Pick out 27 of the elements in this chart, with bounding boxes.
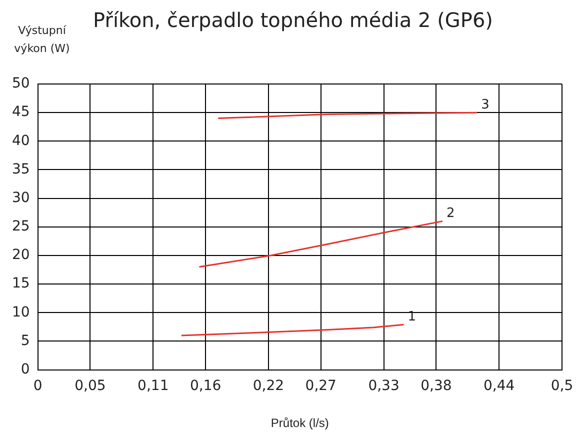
y-tick-label: 25 <box>12 218 30 235</box>
y-tick-label: 40 <box>12 132 30 149</box>
x-tick-label: 0,27 <box>305 378 336 394</box>
x-tick-label: 0,5 <box>550 378 574 394</box>
x-tick-label: 0,33 <box>368 378 400 394</box>
y-tick-label: 20 <box>12 247 30 264</box>
x-tick-label: 0,44 <box>484 378 515 394</box>
x-tick-label: 0,22 <box>252 378 284 394</box>
y-tick-label: 35 <box>12 161 30 178</box>
y-tick-label: 10 <box>12 304 30 320</box>
series-label: 1 <box>408 310 416 325</box>
y-axis-title: Výstupní výkon (W) <box>13 23 71 57</box>
y-tick-label: 15 <box>12 276 30 292</box>
y-tick-label: 5 <box>20 332 30 349</box>
x-tick-label: 0,11 <box>138 378 169 394</box>
x-tick-label: 0,16 <box>190 378 222 394</box>
y-tick-label: 50 <box>12 76 30 92</box>
x-tick-label: 0,38 <box>420 378 452 394</box>
y-tick-label: 30 <box>12 190 30 206</box>
chart-title: Příkon, čerpadlo topného média 2 (GP6) <box>93 8 493 32</box>
y-tick-label: 45 <box>12 104 30 120</box>
x-tick-label: 0,05 <box>74 378 106 394</box>
x-tick-label: 0 <box>33 378 42 394</box>
x-axis-title: Průtok (l/s) <box>270 416 329 430</box>
series-label: 2 <box>446 206 455 222</box>
y-tick-label: 0 <box>20 361 30 378</box>
series-label: 3 <box>481 97 490 112</box>
